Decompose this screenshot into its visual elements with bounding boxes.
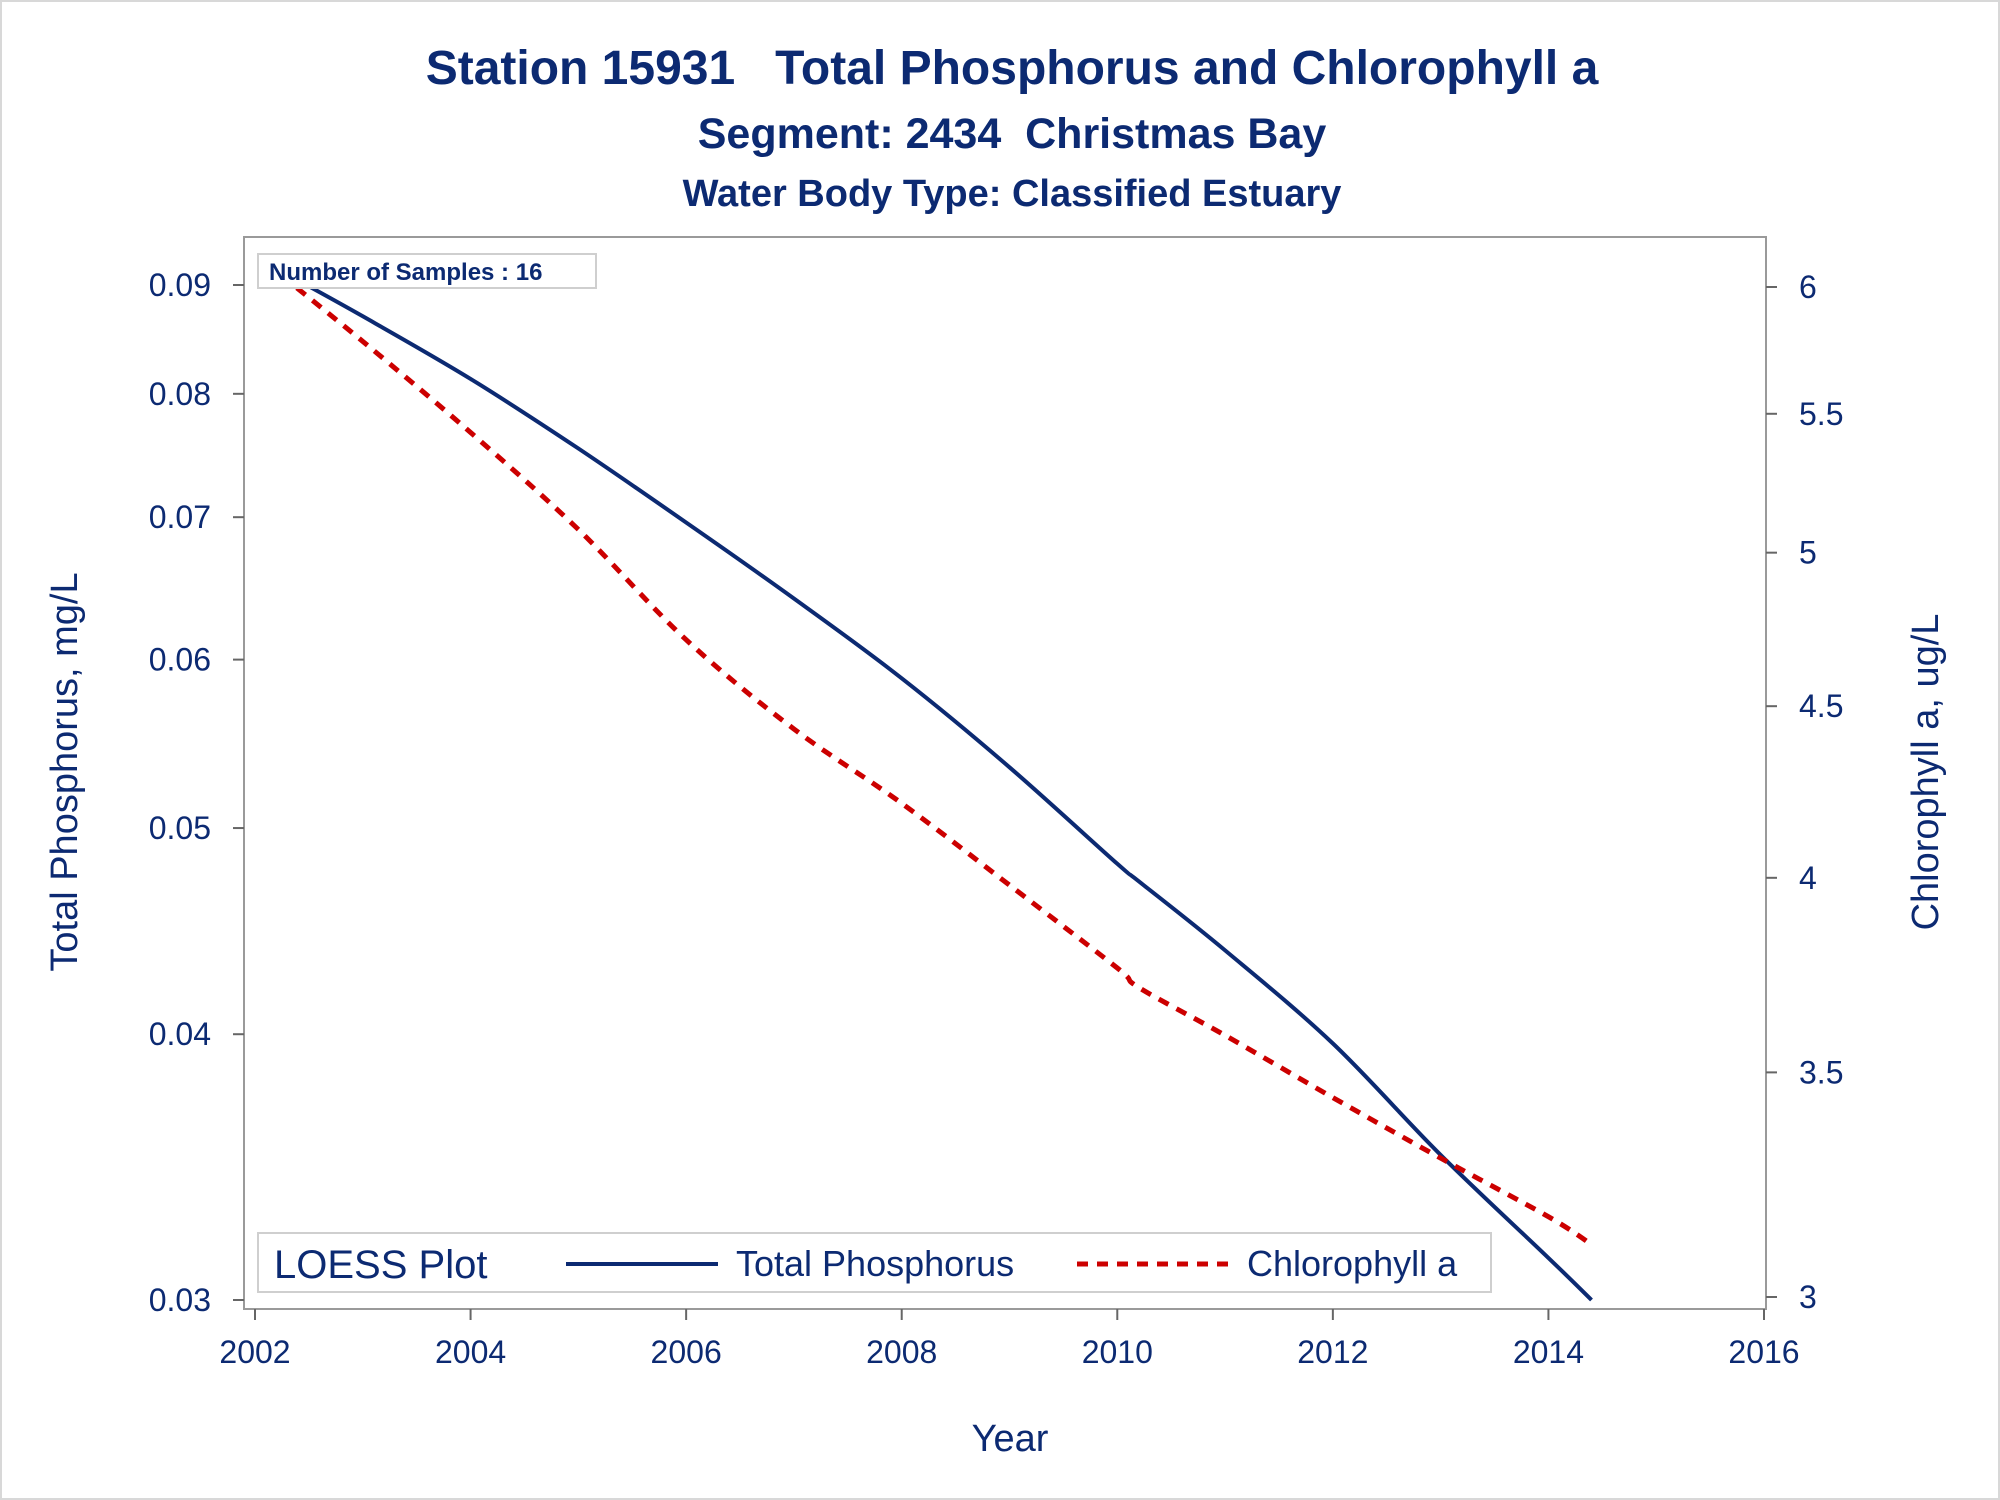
x-axis: 2002 2004 2006 2008 2010 2012 2014 2016 bbox=[219, 1309, 1800, 1370]
y-axis-right: 3 3.5 4 4.5 5 5.5 6 bbox=[1766, 269, 1843, 1315]
x-axis-label: Year bbox=[972, 1418, 1049, 1460]
y-tick-label: 0.09 bbox=[149, 267, 211, 303]
y-tick-label: 0.08 bbox=[149, 376, 211, 412]
legend-label-chlorophyll-a: Chlorophyll a bbox=[1247, 1243, 1458, 1284]
legend-label-total-phosphorus: Total Phosphorus bbox=[736, 1243, 1014, 1284]
sample-count-box bbox=[257, 253, 597, 289]
x-tick-label: 2012 bbox=[1297, 1334, 1368, 1370]
chart-title: Station 15931 Total Phosphorus and Chlor… bbox=[426, 42, 1599, 95]
y2-tick-label: 3.5 bbox=[1799, 1054, 1843, 1090]
y-tick-label: 0.04 bbox=[149, 1016, 211, 1052]
chart-subtitle: Segment: 2434 Christmas Bay bbox=[698, 110, 1327, 158]
x-tick-label: 2004 bbox=[435, 1334, 506, 1370]
legend: LOESS Plot Total Phosphorus Chlorophyll … bbox=[257, 1232, 1492, 1293]
chart-subtitle-2: Water Body Type: Classified Estuary bbox=[683, 173, 1342, 215]
y2-axis-label: Chlorophyll a, ug/L bbox=[1905, 614, 1947, 931]
legend-title: LOESS Plot bbox=[274, 1243, 487, 1287]
y-tick-label: 0.06 bbox=[149, 642, 211, 678]
series-layer bbox=[264, 260, 1593, 1302]
y-axis-left: 0.03 0.04 0.05 0.06 0.07 0.08 0.09 bbox=[149, 267, 244, 1318]
y2-tick-label: 5.5 bbox=[1799, 396, 1843, 432]
x-tick-label: 2006 bbox=[651, 1334, 722, 1370]
sample-count-note: Number of Samples : 16 bbox=[269, 259, 542, 286]
x-tick-label: 2014 bbox=[1513, 1334, 1584, 1370]
x-tick-label: 2016 bbox=[1728, 1334, 1799, 1370]
y2-tick-label: 4 bbox=[1799, 860, 1817, 896]
y-tick-label: 0.05 bbox=[149, 810, 211, 846]
legend-box bbox=[257, 1232, 1492, 1293]
series-line-total-phosphorus bbox=[264, 260, 1593, 1302]
y-axis-label: Total Phosphorus, mg/L bbox=[44, 572, 86, 971]
series-line-chlorophyll-a bbox=[264, 260, 1593, 1247]
y2-tick-label: 3 bbox=[1799, 1279, 1817, 1315]
plot-area bbox=[243, 236, 1767, 1310]
x-tick-label: 2008 bbox=[866, 1334, 937, 1370]
x-tick-label: 2002 bbox=[219, 1334, 290, 1370]
y2-tick-label: 4.5 bbox=[1799, 688, 1843, 724]
x-tick-label: 2010 bbox=[1082, 1334, 1153, 1370]
y-tick-label: 0.03 bbox=[149, 1282, 211, 1318]
y2-tick-label: 6 bbox=[1799, 269, 1817, 305]
y2-tick-label: 5 bbox=[1799, 535, 1817, 571]
y-tick-label: 0.07 bbox=[149, 499, 211, 535]
